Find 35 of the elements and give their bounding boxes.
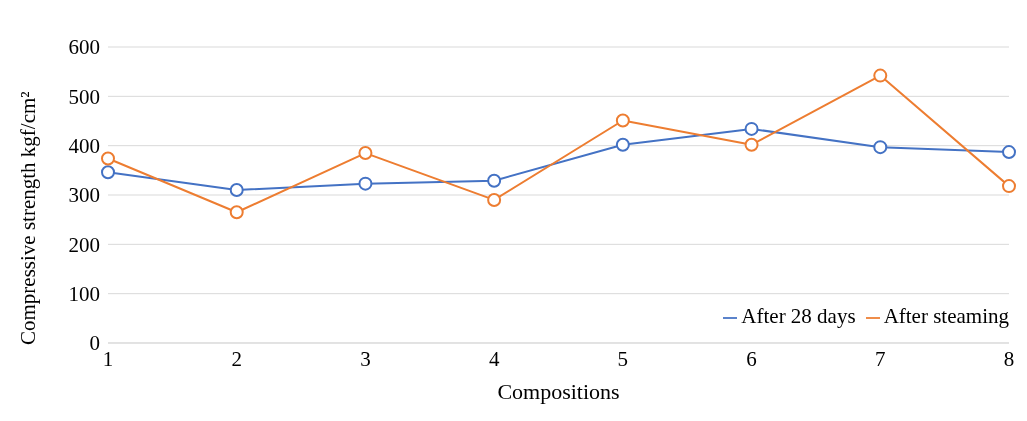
- point: [229, 205, 244, 220]
- x-tick-label: 3: [360, 346, 371, 371]
- point: [615, 137, 630, 152]
- point: [873, 140, 888, 155]
- x-tick-label: 5: [617, 346, 629, 371]
- legend-label: After steaming: [883, 304, 1009, 328]
- x-tick-label: 1: [102, 346, 114, 371]
- point: [615, 113, 630, 128]
- point: [744, 137, 759, 152]
- point: [873, 68, 888, 83]
- legend-label: After 28 days: [741, 304, 856, 328]
- y-tick-label: 300: [68, 183, 100, 208]
- point: [487, 192, 502, 207]
- x-tick-label: 6: [746, 346, 757, 371]
- x-tick-label: 8: [1003, 346, 1015, 371]
- point: [487, 173, 502, 188]
- y-tick-label: 100: [68, 282, 100, 307]
- y-tick-label: 0: [89, 331, 100, 356]
- y-tick-label: 400: [68, 134, 100, 159]
- x-tick-label: 4: [488, 346, 500, 371]
- y-axis-title: Compressive strength kgf/cm²: [16, 91, 41, 345]
- point: [358, 146, 373, 161]
- x-tick-label: 7: [875, 346, 886, 371]
- point: [744, 121, 759, 136]
- x-tick-label: 2: [231, 346, 242, 371]
- point: [229, 183, 244, 198]
- point: [1002, 145, 1016, 160]
- point: [358, 176, 373, 191]
- y-tick-label: 600: [68, 35, 100, 60]
- y-tick-label: 200: [68, 232, 100, 257]
- point: [1002, 179, 1016, 194]
- y-tick-label: 500: [68, 84, 100, 109]
- point: [101, 165, 115, 180]
- point: [101, 151, 115, 166]
- x-axis-title: Compositions: [497, 379, 620, 404]
